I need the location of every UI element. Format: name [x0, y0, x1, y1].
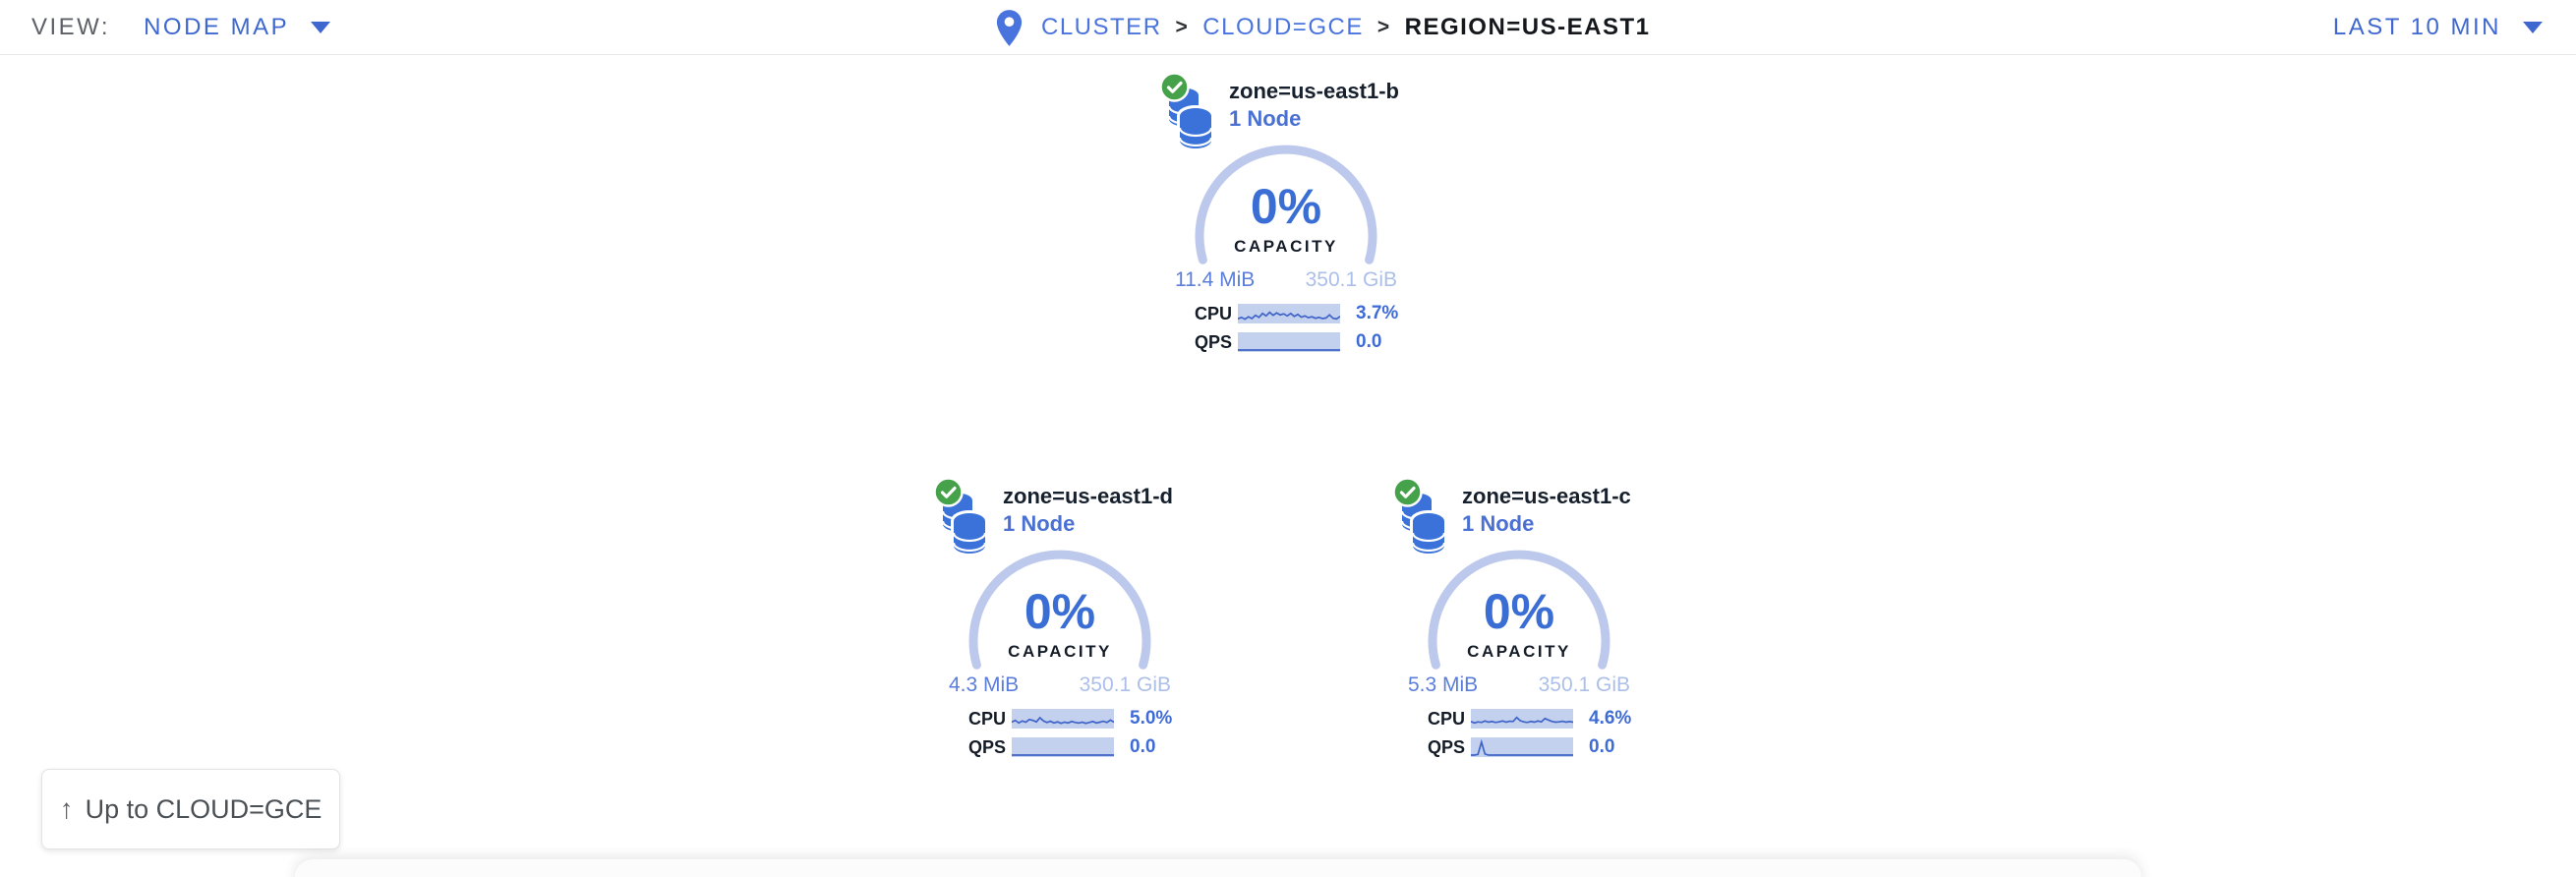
qps-value: 0.0 [1356, 331, 1382, 352]
capacity-values: 11.4 MiB 350.1 GiB [1175, 268, 1397, 292]
capacity-percent: 0% [1250, 179, 1322, 234]
chevron-down-icon [311, 22, 331, 33]
capacity-values: 5.3 MiB 350.1 GiB [1408, 673, 1630, 697]
capacity-used: 11.4 MiB [1175, 268, 1256, 291]
zone-header-text: zone=us-east1-b 1 Node [1229, 78, 1399, 132]
capacity-total: 350.1 GiB [1079, 673, 1171, 696]
capacity-used: 5.3 MiB [1408, 673, 1479, 696]
capacity-percent: 0% [1483, 584, 1555, 639]
healthy-check-icon [933, 477, 964, 507]
cpu-label: CPU [968, 709, 1007, 729]
cpu-metric-row: CPU 4.6% [1386, 709, 1652, 731]
qps-label: QPS [1195, 332, 1233, 352]
zone-header-text: zone=us-east1-d 1 Node [1003, 483, 1173, 537]
map-pin-icon [996, 9, 1023, 46]
zone-header-text: zone=us-east1-c 1 Node [1462, 483, 1631, 537]
zone-node-count: 1 Node [1003, 511, 1076, 536]
capacity-gauge-arc [968, 550, 1151, 670]
qps-label: QPS [1428, 737, 1466, 757]
capacity-used: 4.3 MiB [949, 673, 1020, 696]
view-label: VIEW: [31, 14, 111, 40]
database-stack-icon [1168, 88, 1212, 149]
cpu-sparkline [1471, 709, 1573, 729]
zone-card-us-east1-c[interactable]: zone=us-east1-c 1 Node 0% CAPACITY 5.3 M… [1386, 472, 1652, 769]
view-value: NODE MAP [144, 14, 290, 40]
zone-title: zone=us-east1-b [1229, 79, 1399, 103]
up-arrow-icon: ↑ [59, 793, 74, 824]
breadcrumb-cloud-gce[interactable]: CLOUD=GCE [1202, 14, 1364, 40]
cpu-sparkline [1012, 709, 1114, 729]
up-button-label: Up to CLOUD=GCE [85, 793, 322, 824]
zone-node-count: 1 Node [1462, 511, 1535, 536]
chevron-down-icon [2523, 22, 2543, 33]
capacity-values: 4.3 MiB 350.1 GiB [949, 673, 1171, 697]
qps-sparkline [1471, 737, 1573, 757]
cpu-value: 3.7% [1356, 303, 1399, 323]
top-bar: VIEW: NODE MAP CLUSTER > CLOUD=GCE > REG… [0, 0, 2576, 55]
breadcrumb-separator: > [1175, 16, 1190, 38]
zone-title: zone=us-east1-d [1003, 484, 1173, 508]
capacity-gauge-arc [1195, 145, 1377, 264]
cpu-metric-row: CPU 5.0% [927, 709, 1193, 731]
breadcrumb-separator: > [1376, 16, 1391, 38]
qps-metric-row: QPS 0.0 [1153, 332, 1419, 354]
capacity-total: 350.1 GiB [1538, 673, 1630, 696]
time-range-value: LAST 10 MIN [2332, 14, 2501, 40]
up-to-cloud-gce-button[interactable]: ↑ Up to CLOUD=GCE [41, 769, 340, 849]
cpu-metric-row: CPU 3.7% [1153, 304, 1419, 325]
qps-metric-row: QPS 0.0 [1386, 737, 1652, 759]
cpu-value: 4.6% [1589, 708, 1632, 729]
view-selector[interactable]: VIEW: NODE MAP [31, 0, 331, 55]
cpu-sparkline [1238, 304, 1340, 323]
capacity-percent: 0% [1024, 584, 1096, 639]
capacity-label: CAPACITY [1008, 642, 1112, 661]
breadcrumb: CLUSTER > CLOUD=GCE > REGION=US-EAST1 [995, 0, 1651, 55]
zone-card-us-east1-b[interactable]: zone=us-east1-b 1 Node 0% CAPACITY 11.4 … [1153, 67, 1419, 364]
zone-node-count: 1 Node [1229, 106, 1302, 131]
qps-sparkline [1238, 332, 1340, 352]
capacity-total: 350.1 GiB [1305, 268, 1397, 291]
time-range-selector[interactable]: LAST 10 MIN [2333, 0, 2543, 55]
zone-title: zone=us-east1-c [1462, 484, 1631, 508]
zone-card-us-east1-d[interactable]: zone=us-east1-d 1 Node 0% CAPACITY 4.3 M… [927, 472, 1193, 769]
database-stack-icon [942, 493, 986, 555]
breadcrumb-current-region: REGION=US-EAST1 [1404, 14, 1651, 40]
qps-label: QPS [968, 737, 1007, 757]
capacity-label: CAPACITY [1234, 237, 1338, 256]
cpu-label: CPU [1428, 709, 1466, 729]
qps-value: 0.0 [1589, 736, 1615, 757]
capacity-gauge-arc [1428, 550, 1610, 670]
capacity-label: CAPACITY [1467, 642, 1571, 661]
breadcrumb-cluster[interactable]: CLUSTER [1041, 14, 1162, 40]
qps-sparkline [1012, 737, 1114, 757]
cpu-label: CPU [1195, 304, 1233, 323]
bottom-panel-edge [295, 859, 2141, 877]
healthy-check-icon [1159, 72, 1190, 102]
healthy-check-icon [1392, 477, 1423, 507]
cpu-value: 5.0% [1130, 708, 1173, 729]
qps-value: 0.0 [1130, 736, 1156, 757]
qps-metric-row: QPS 0.0 [927, 737, 1193, 759]
